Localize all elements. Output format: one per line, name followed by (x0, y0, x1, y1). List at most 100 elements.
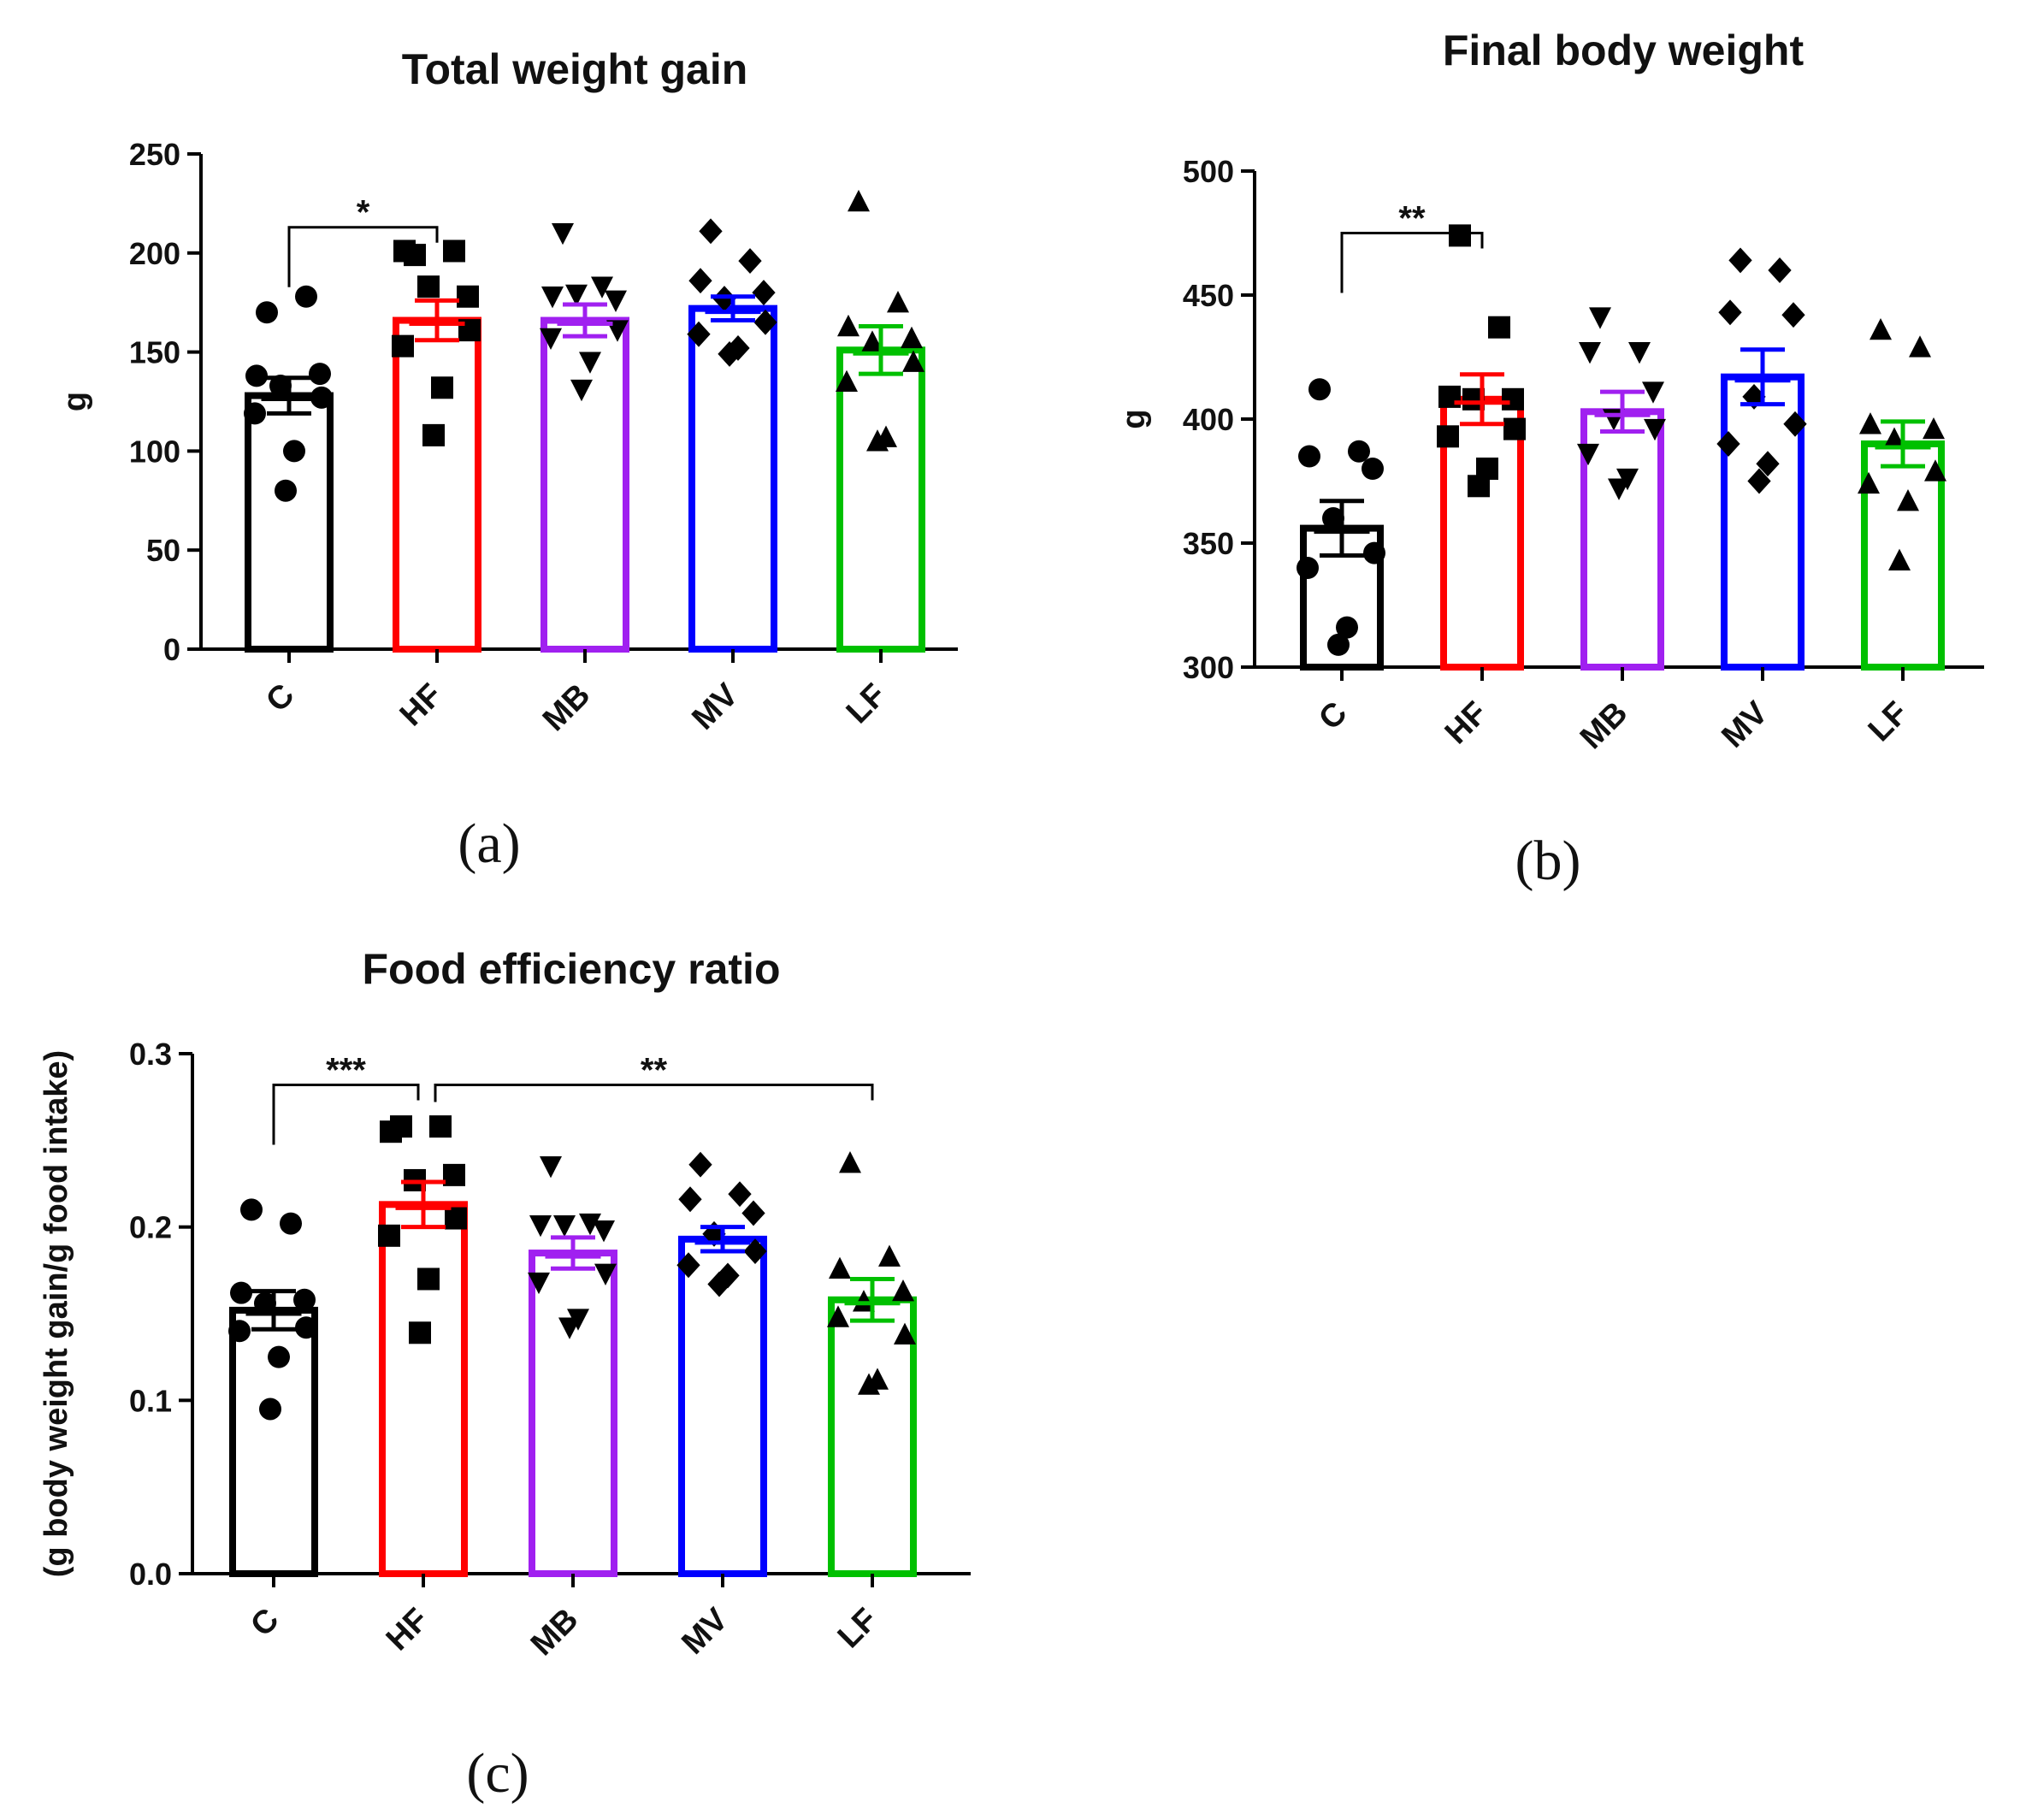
x-tick-label-C: C (259, 677, 301, 719)
data-point-MB (1628, 342, 1651, 364)
data-point-MV (743, 1238, 767, 1264)
data-point-LF (887, 291, 909, 313)
data-point-MV (1781, 302, 1805, 328)
data-point-MB (1608, 478, 1630, 500)
data-point-LF (827, 1305, 849, 1327)
data-point-LF (861, 330, 883, 352)
data-point-LF (1888, 548, 1911, 570)
chart-panel-a: Total weight gain 0 50 100 150 200 250 g C HF MB MV… (57, 45, 958, 875)
data-point-MB (528, 1272, 550, 1295)
data-point-LF (902, 350, 924, 372)
data-point-LF (1859, 412, 1881, 434)
x-tick-label-HF: HF (1438, 695, 1495, 752)
data-point-MB (540, 328, 562, 351)
significance-label: ** (641, 1051, 668, 1089)
data-point-C (1322, 507, 1344, 529)
x-tick-label-HF: HF (393, 677, 450, 734)
significance-label: ** (1398, 200, 1426, 238)
data-point-MV (752, 280, 776, 306)
y-tick-label: 0.0 (129, 1557, 172, 1592)
data-point-MB (553, 1214, 576, 1238)
data-point-HF (431, 376, 453, 399)
data-point-HF (1437, 425, 1459, 448)
data-point-MB (594, 1263, 617, 1286)
data-point-MV (676, 1252, 700, 1279)
data-point-MB (529, 1214, 552, 1238)
data-point-MV (699, 218, 723, 245)
data-point-C (293, 1288, 316, 1311)
data-point-C (254, 1291, 276, 1315)
data-point-MB (593, 1220, 615, 1243)
data-point-MB (570, 379, 593, 402)
data-point-MV (1716, 431, 1740, 457)
data-point-LF (839, 1151, 861, 1173)
data-point-LF (848, 189, 870, 212)
data-point-LF (901, 326, 923, 349)
data-point-C (244, 402, 266, 425)
x-tick-label-MV: MV (1715, 694, 1775, 754)
data-point-LF (853, 1290, 875, 1312)
chart-title: Total weight gain (402, 45, 748, 93)
data-point-HF (1468, 475, 1490, 498)
data-point-MV (687, 321, 711, 347)
bar-HF (379, 1201, 468, 1577)
data-point-C (256, 301, 278, 324)
data-point-C (1363, 541, 1385, 564)
data-point-HF (1449, 224, 1471, 247)
y-axis-label: g (1116, 409, 1152, 428)
data-point-C (295, 1316, 317, 1339)
x-tick-label-MB: MB (1574, 695, 1634, 756)
x-tick-label-MB: MB (524, 1602, 585, 1663)
x-tick-label-MV: MV (685, 677, 745, 736)
data-point-HF (393, 239, 416, 263)
y-axis-label: (g body weight gain/g food intake) (38, 1050, 74, 1577)
data-point-LF (1858, 471, 1880, 494)
data-point-HF (457, 285, 479, 308)
data-point-C (295, 285, 317, 308)
data-point-MV (1718, 299, 1742, 326)
data-point-MV (1747, 468, 1771, 494)
y-tick-label: 0 (163, 632, 180, 667)
data-point-HF (409, 1321, 431, 1344)
data-point-HF (378, 1224, 400, 1247)
data-point-MB (565, 284, 588, 307)
data-point-C (283, 440, 305, 463)
y-tick-label: 0.3 (129, 1037, 172, 1072)
x-tick-label-C: C (244, 1602, 286, 1644)
panel-label: (a) (458, 812, 520, 875)
data-point-LF (1909, 335, 1931, 358)
significance-bracket (1340, 232, 1484, 293)
x-tick-label-LF: LF (840, 677, 894, 731)
significance-label: *** (326, 1051, 366, 1089)
data-point-MB (1577, 443, 1599, 466)
data-point-LF (837, 314, 859, 337)
data-point-HF (1502, 387, 1524, 411)
data-point-C (309, 363, 331, 386)
data-point-LF (836, 369, 858, 393)
data-point-C (1348, 440, 1370, 463)
significance-label: * (357, 194, 370, 232)
data-point-HF (417, 275, 440, 298)
data-point-HF (422, 423, 445, 446)
data-point-LF (1924, 459, 1946, 482)
data-point-LF (1897, 489, 1919, 511)
data-point-HF (445, 1207, 467, 1230)
y-tick-label: 50 (146, 533, 180, 568)
data-point-MV (688, 1151, 712, 1178)
data-point-MB (552, 222, 574, 245)
data-point-MB (579, 352, 601, 374)
data-point-HF (429, 1115, 452, 1138)
data-point-MV (741, 1200, 765, 1226)
data-point-HF (380, 1120, 402, 1143)
significance-bracket (272, 1083, 420, 1145)
y-tick-label: 500 (1183, 154, 1234, 189)
data-point-MB (605, 290, 627, 313)
y-tick-label: 350 (1183, 526, 1234, 561)
y-tick-label: 200 (129, 236, 180, 271)
data-point-MB (1579, 342, 1601, 364)
data-point-C (240, 1198, 263, 1221)
data-point-MV (1728, 247, 1752, 274)
data-point-HF (1503, 417, 1526, 440)
data-point-C (1298, 445, 1320, 468)
